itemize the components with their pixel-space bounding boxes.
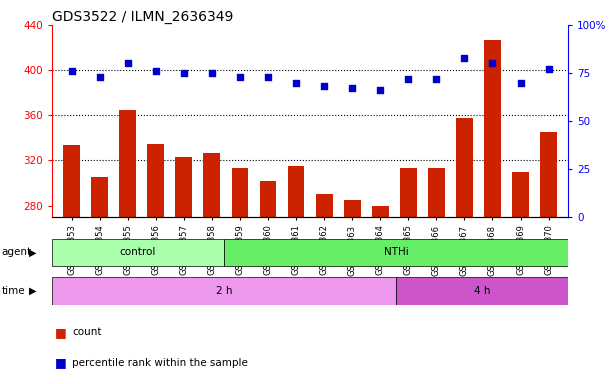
Text: percentile rank within the sample: percentile rank within the sample — [72, 358, 248, 368]
Bar — [400, 169, 417, 384]
Bar — [203, 152, 221, 384]
Text: agent: agent — [1, 247, 31, 258]
Bar — [224, 239, 568, 266]
Point — [375, 87, 385, 93]
Bar — [288, 166, 304, 384]
Point — [67, 68, 76, 74]
Text: ▶: ▶ — [29, 247, 37, 258]
Bar — [175, 157, 192, 384]
Bar — [540, 132, 557, 384]
Point — [151, 68, 161, 74]
Point — [123, 60, 133, 66]
Text: ■: ■ — [55, 356, 67, 369]
Point — [544, 66, 554, 72]
Point — [488, 60, 497, 66]
Text: NTHi: NTHi — [384, 247, 409, 258]
Text: 4 h: 4 h — [474, 286, 491, 296]
Point — [459, 55, 469, 61]
Text: 2 h: 2 h — [216, 286, 232, 296]
Text: ■: ■ — [55, 326, 67, 339]
Bar — [52, 277, 396, 305]
Point — [347, 85, 357, 91]
Bar — [52, 239, 224, 266]
Text: time: time — [1, 286, 25, 296]
Bar — [428, 169, 445, 384]
Point — [207, 70, 217, 76]
Point — [263, 74, 273, 80]
Point — [95, 74, 104, 80]
Bar — [147, 144, 164, 384]
Bar — [232, 169, 248, 384]
Bar — [119, 110, 136, 384]
Point — [516, 79, 525, 86]
Point — [319, 83, 329, 89]
Text: ▶: ▶ — [29, 286, 37, 296]
Point — [235, 74, 245, 80]
Bar — [63, 145, 80, 384]
Point — [431, 76, 441, 82]
Text: GDS3522 / ILMN_2636349: GDS3522 / ILMN_2636349 — [52, 10, 233, 24]
Bar — [484, 40, 501, 384]
Text: control: control — [120, 247, 156, 258]
Bar — [316, 194, 332, 384]
Bar — [372, 206, 389, 384]
Bar — [344, 200, 360, 384]
Bar — [456, 118, 473, 384]
Bar — [91, 177, 108, 384]
Point — [403, 76, 413, 82]
Point — [291, 79, 301, 86]
Bar — [260, 181, 276, 384]
Point — [179, 70, 189, 76]
Bar — [512, 172, 529, 384]
Text: count: count — [72, 327, 101, 337]
Bar — [396, 277, 568, 305]
